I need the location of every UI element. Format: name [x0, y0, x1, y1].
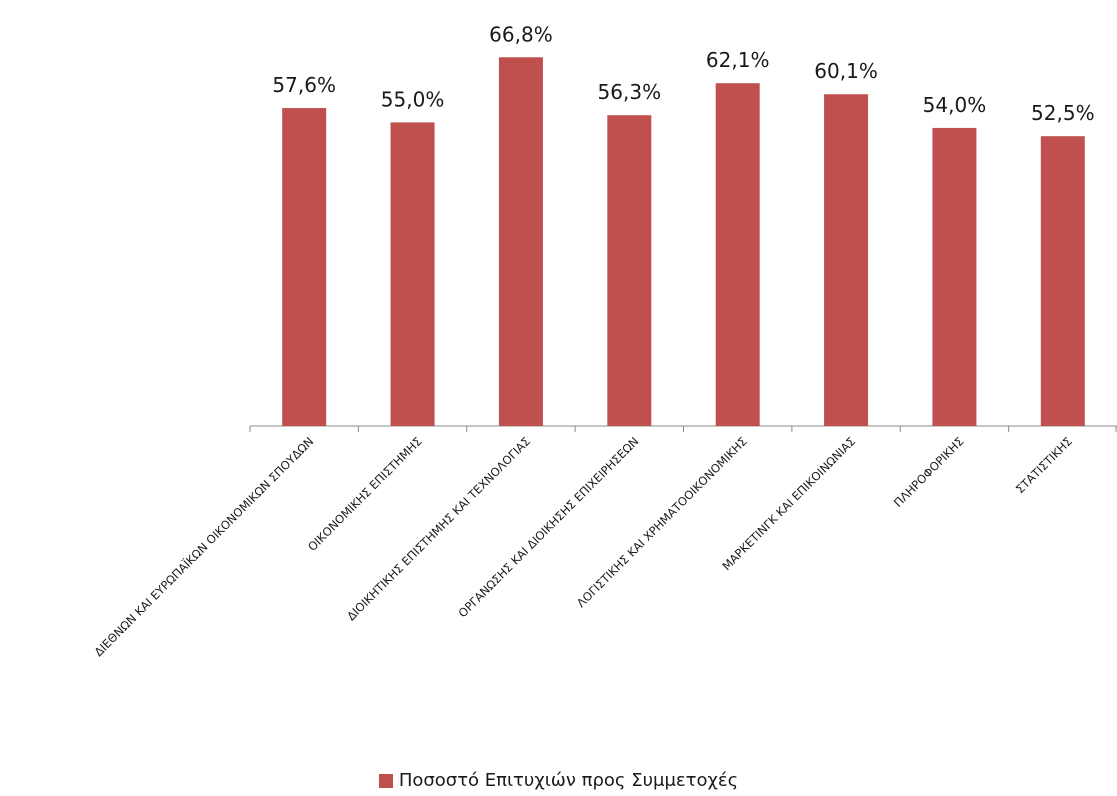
bar-1 [282, 108, 327, 426]
data-label-4: 56,3% [598, 80, 662, 104]
data-label-8: 52,5% [1031, 101, 1095, 125]
data-label-5: 62,1% [706, 48, 770, 72]
bar-4 [607, 115, 652, 426]
category-label-6: ΜΑΡΚΕΤΙΝΓΚ ΚΑΙ ΕΠΙΚΟΙΝΩΝΙΑΣ [719, 434, 858, 573]
bar-3 [498, 57, 543, 426]
category-label-3: ΔΙΟΙΚΗΤΙΚΗΣ ΕΠΙΣΤΗΜΗΣ ΚΑΙ ΤΕΧΝΟΛΟΓΙΑΣ [344, 434, 533, 623]
legend-swatch [378, 773, 393, 788]
bar-6 [824, 94, 869, 427]
bar-2 [390, 122, 435, 427]
bar-8 [1040, 136, 1085, 426]
legend-label: Ποσοστό Επιτυχιών προς Συμμετοχές [398, 770, 739, 791]
category-label-4: ΟΡΓΑΝΩΣΗΣ ΚΑΙ ΔΙΟΙΚΗΣΗΣ ΕΠΙΧΕΙΡΗΣΕΩΝ [455, 434, 641, 620]
category-label-1: ΔΙΕΘΝΩΝ ΚΑΙ ΕΥΡΩΠΑΪΚΩΝ ΟΙΚΟΝΟΜΙΚΩΝ ΣΠΟΥΔ… [91, 434, 317, 660]
category-label-5: ΛΟΓΙΣΤΙΚΗΣ ΚΑΙ ΧΡΗΜΑΤΟΟΙΚΟΝΟΜΙΚΗΣ [574, 434, 750, 610]
category-label-2: ΟΙΚΟΝΟΜΙΚΗΣ ΕΠΙΣΤΗΜΗΣ [305, 434, 425, 554]
data-label-6: 60,1% [814, 59, 878, 83]
bar-7 [932, 127, 977, 427]
data-label-2: 55,0% [381, 87, 445, 111]
data-label-3: 66,8% [489, 22, 553, 46]
category-label-8: ΣΤΑΤΙΣΤΙΚΗΣ [1013, 434, 1075, 496]
legend: Ποσοστό Επιτυχιών προς Συμμετοχές [0, 770, 1117, 791]
category-label-7: ΠΛΗΡΟΦΟΡΙΚΗΣ [891, 434, 967, 510]
data-label-1: 57,6% [272, 73, 336, 97]
bar-5 [715, 83, 760, 426]
data-label-7: 54,0% [923, 93, 987, 117]
